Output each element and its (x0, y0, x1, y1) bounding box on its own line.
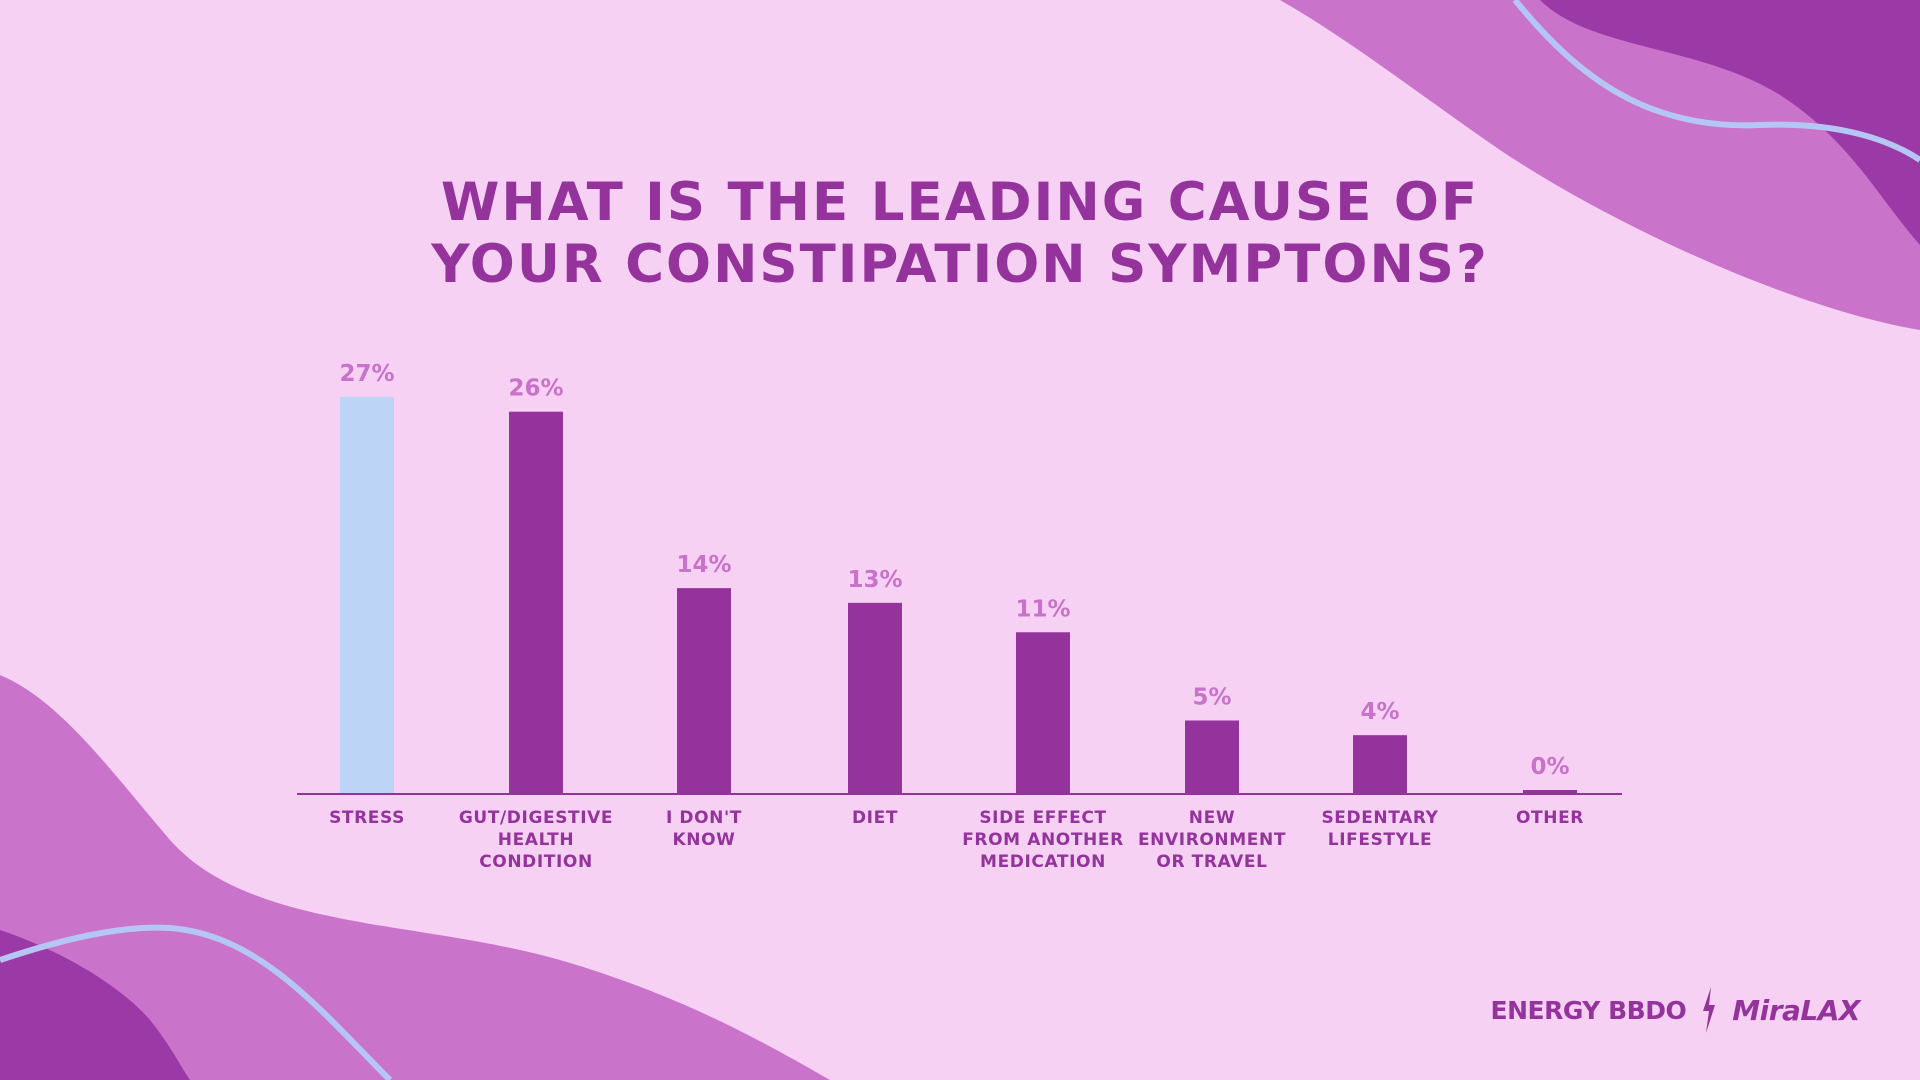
category-label-2-line-0: I DON'T (666, 808, 742, 828)
bar-4 (1016, 632, 1070, 794)
bottom-left-line (0, 924, 393, 1080)
category-label-5-line-1: ENVIRONMENT (1138, 830, 1286, 850)
bar-7 (1523, 790, 1577, 794)
category-label-1-line-1: HEALTH (498, 830, 574, 850)
bottom-left-light-wave (0, 675, 830, 1080)
agency-logo-text: ENERGY BBDO (1490, 995, 1687, 1025)
bar-1 (509, 411, 563, 794)
category-label-4-line-1: FROM ANOTHER (962, 830, 1124, 850)
category-label-2: I DON'T KNOW (666, 808, 742, 850)
category-label-4-line-0: SIDE EFFECT (979, 808, 1106, 828)
category-label-7: OTHER (1516, 808, 1584, 828)
bar-0 (340, 397, 394, 794)
bar-2 (677, 588, 731, 794)
product-logo-text: MiraLAX (1732, 993, 1860, 1027)
category-label-5-line-2: OR TRAVEL (1156, 852, 1267, 872)
category-label-6: SEDENTARY LIFESTYLE (1321, 808, 1438, 850)
value-label-0: 27% (339, 361, 394, 387)
bars-group: 27% STRESS 26% GUT/DIGESTIVE HEALTH CONDITION… (329, 361, 1584, 872)
top-right-line (1512, 0, 1920, 163)
value-label-2: 14% (676, 552, 731, 578)
category-label-6-line-0: SEDENTARY (1321, 808, 1438, 828)
value-label-7: 0% (1530, 754, 1569, 780)
category-label-4: SIDE EFFECT FROM ANOTHER MEDICATION (962, 808, 1124, 872)
value-label-4: 11% (1015, 596, 1070, 622)
category-label-1-line-0: GUT/DIGESTIVE (459, 808, 613, 828)
top-right-dark-wave (1540, 0, 1920, 245)
branding: ENERGY BBDO MiraLAX (1490, 987, 1860, 1033)
lightning-bolt-icon (1703, 987, 1716, 1033)
chart-title: WHAT IS THE LEADING CAUSE OF YOUR CONSTI… (0, 172, 1920, 296)
bar-3 (848, 602, 902, 794)
value-label-3: 13% (847, 567, 902, 593)
chart-title-line-2: YOUR CONSTIPATION SYMPTONS? (431, 234, 1489, 295)
category-label-3-line-0: DIET (852, 808, 898, 828)
category-label-0: STRESS (329, 808, 405, 828)
category-label-6-line-1: LIFESTYLE (1328, 830, 1432, 850)
category-label-7-line-0: OTHER (1516, 808, 1584, 828)
value-label-6: 4% (1360, 699, 1399, 725)
category-label-3: DIET (852, 808, 898, 828)
bar-6 (1353, 735, 1407, 794)
chart-title-line-1: WHAT IS THE LEADING CAUSE OF (440, 172, 1480, 233)
category-label-2-line-1: KNOW (672, 830, 735, 850)
value-label-1: 26% (508, 376, 563, 402)
bar-5 (1185, 720, 1239, 794)
category-label-5-line-0: NEW (1189, 808, 1235, 828)
category-label-5: NEW ENVIRONMENT OR TRAVEL (1138, 808, 1286, 872)
bottom-left-dark-wave (0, 930, 190, 1080)
category-label-1-line-2: CONDITION (479, 852, 593, 872)
value-label-5: 5% (1192, 684, 1231, 710)
category-label-1: GUT/DIGESTIVE HEALTH CONDITION (459, 808, 613, 872)
category-label-0-line-0: STRESS (329, 808, 405, 828)
category-label-4-line-2: MEDICATION (980, 852, 1106, 872)
